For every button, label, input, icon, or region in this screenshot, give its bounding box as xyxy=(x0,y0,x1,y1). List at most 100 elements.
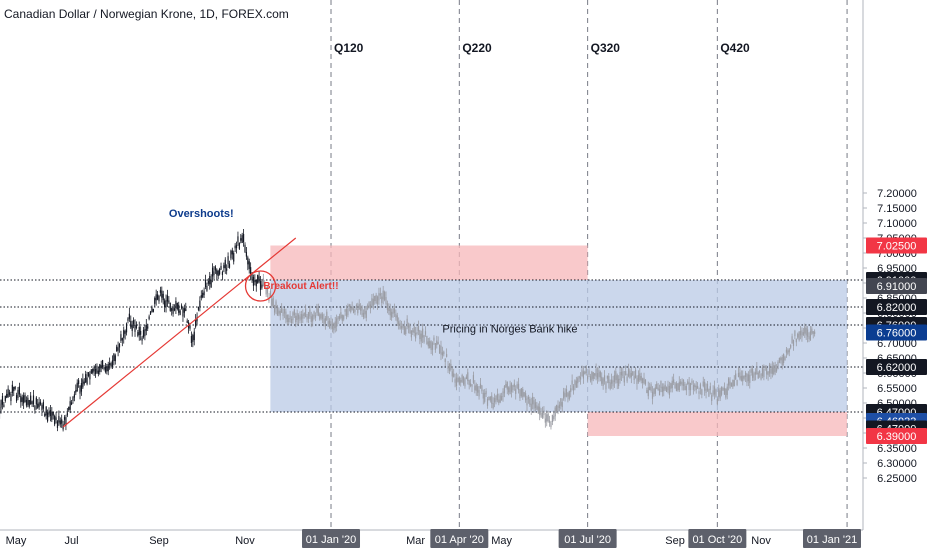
candle-body xyxy=(564,393,566,397)
candle-body xyxy=(522,388,524,398)
candle-body xyxy=(774,364,776,373)
candle-body xyxy=(348,304,350,308)
candle-body xyxy=(259,281,262,290)
candle-body xyxy=(689,383,692,391)
candle-body xyxy=(96,365,98,373)
candle-body xyxy=(382,290,384,300)
candle-body xyxy=(732,379,734,388)
candle-body xyxy=(653,388,655,395)
candle-body xyxy=(15,395,18,401)
candle-body xyxy=(176,302,178,309)
candle-body xyxy=(14,386,16,389)
candle-body xyxy=(56,421,59,428)
candle-body xyxy=(92,368,94,373)
candle-body xyxy=(444,358,446,362)
candle-body xyxy=(252,276,255,286)
candle-body xyxy=(503,386,506,394)
candle-body xyxy=(138,326,140,336)
candle-body xyxy=(509,385,511,394)
candle-body xyxy=(440,345,442,355)
candle-body xyxy=(771,366,773,374)
candle-body xyxy=(811,328,813,334)
candle-body xyxy=(358,304,360,310)
candle-body xyxy=(792,339,795,346)
red-zone xyxy=(270,245,588,280)
candle-body xyxy=(68,406,70,411)
candle-body xyxy=(275,301,277,309)
candle-body xyxy=(735,373,737,380)
price-badge xyxy=(866,278,927,294)
candle-body xyxy=(588,370,590,376)
candle-body xyxy=(164,300,166,308)
candle-body xyxy=(320,313,322,319)
candle-body xyxy=(65,417,67,426)
candle-body xyxy=(578,375,580,379)
candle-body xyxy=(343,315,345,320)
price-badge xyxy=(866,359,927,375)
candle-body xyxy=(520,388,522,397)
price-badge xyxy=(866,428,927,444)
price-badge-label: 6.82000 xyxy=(877,302,917,314)
candle-body xyxy=(76,382,78,392)
candle-body xyxy=(798,331,800,341)
candle-body xyxy=(410,330,412,338)
candle-body xyxy=(536,405,538,410)
candle-body xyxy=(554,407,556,417)
candle-body xyxy=(532,396,534,405)
price-tick-label: 6.30000 xyxy=(877,458,917,470)
candle-body xyxy=(355,305,357,308)
candle-body xyxy=(543,410,545,416)
candle-body xyxy=(247,257,249,265)
candle-body xyxy=(221,271,224,275)
candle-body xyxy=(371,298,373,307)
candle-body xyxy=(223,265,225,269)
candle-body xyxy=(705,388,707,393)
candle-body xyxy=(165,300,167,307)
candle-body xyxy=(121,338,123,341)
candle-body xyxy=(424,331,427,335)
candle-body xyxy=(642,378,644,383)
time-axis[interactable]: May Jul Sep Nov 01 Jan '20 Mar 01 Apr '20 May 01… xyxy=(6,529,861,548)
candle-body xyxy=(541,412,544,418)
candle-body xyxy=(802,332,804,336)
time-label: Nov xyxy=(751,535,771,547)
candle-body xyxy=(787,350,789,354)
candle-body xyxy=(472,375,475,383)
candle-body xyxy=(266,287,269,294)
candle-body xyxy=(103,367,105,370)
candle-body xyxy=(637,375,639,382)
candle-body xyxy=(145,324,147,331)
candle-body xyxy=(465,376,467,380)
candle-body xyxy=(644,379,647,385)
price-badge xyxy=(866,299,927,315)
candle-body xyxy=(529,399,531,405)
candle-body xyxy=(87,372,90,377)
price-badge xyxy=(866,324,927,341)
candle-body xyxy=(241,235,243,243)
candle-body xyxy=(479,383,482,389)
candle-body xyxy=(351,307,353,310)
candle-body xyxy=(213,271,215,276)
candle-body xyxy=(168,300,170,303)
candle-body xyxy=(396,315,398,322)
candle-body xyxy=(135,325,138,329)
candle-body xyxy=(161,290,163,298)
candle-body xyxy=(486,398,489,406)
zones-layer xyxy=(270,245,848,436)
candle-body xyxy=(147,326,149,329)
candle-body xyxy=(665,387,668,392)
candle-body xyxy=(598,370,600,377)
candle-body xyxy=(195,319,197,327)
candle-body xyxy=(654,387,656,394)
candle-body xyxy=(319,314,321,320)
candle-body xyxy=(526,398,528,406)
candle-body xyxy=(18,386,20,395)
candle-body xyxy=(596,373,599,379)
candle-body xyxy=(560,398,562,406)
time-label-box xyxy=(430,529,489,548)
candle-body xyxy=(750,369,752,373)
candle-body xyxy=(491,395,493,404)
candle-body xyxy=(210,279,212,288)
candle-body xyxy=(496,393,498,401)
